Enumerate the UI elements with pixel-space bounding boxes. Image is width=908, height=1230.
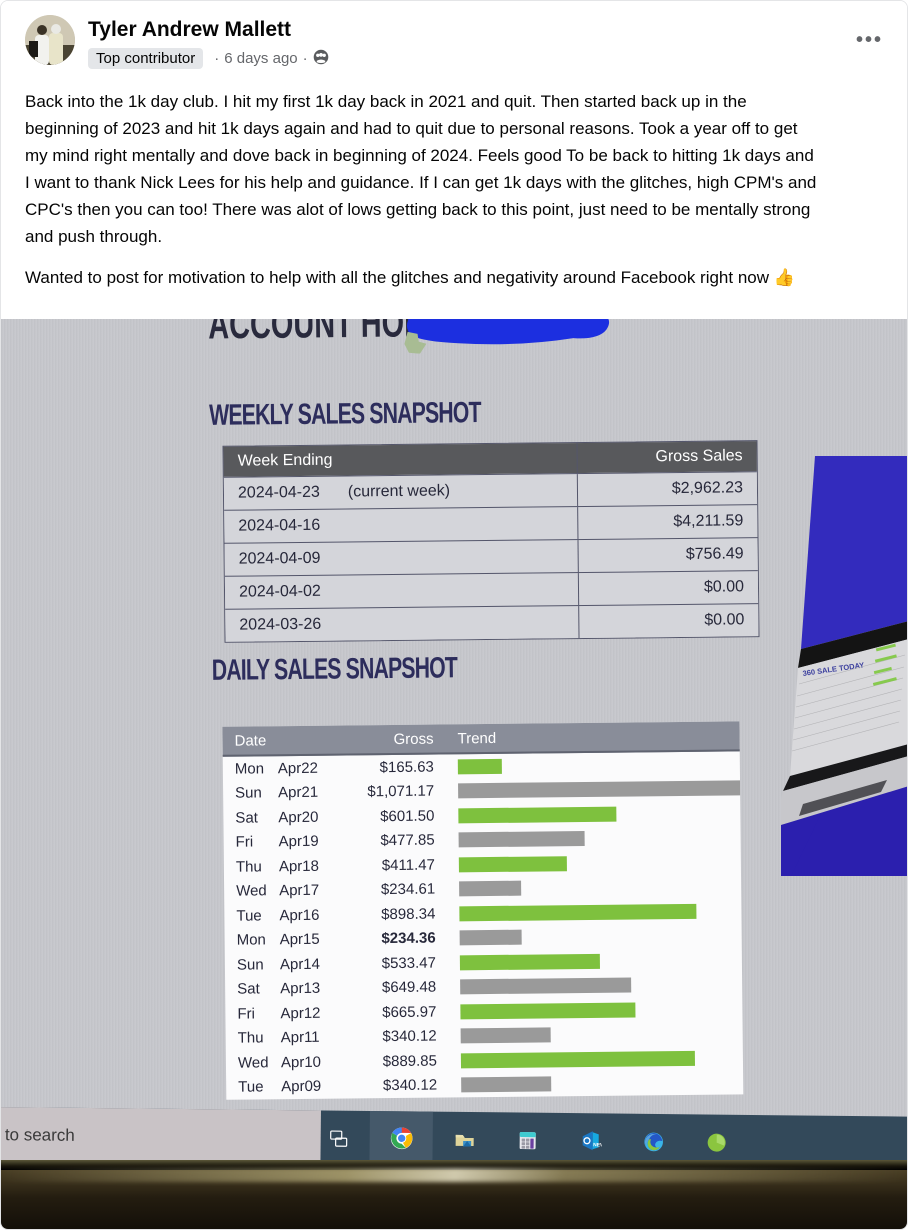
- svg-text:NEW: NEW: [593, 1142, 602, 1148]
